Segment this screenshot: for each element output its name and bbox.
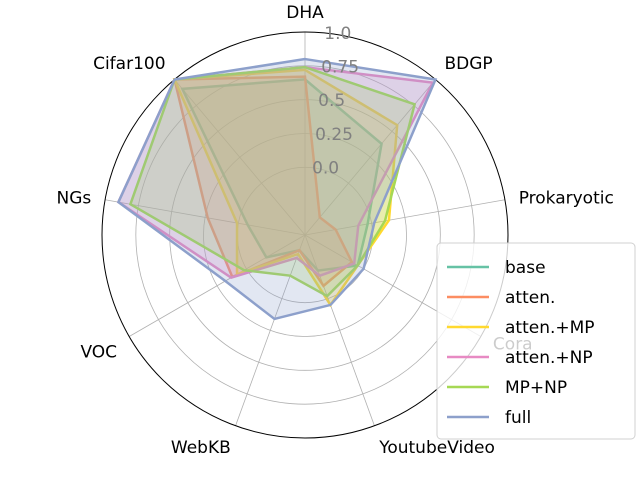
- grid-layer: [101, 31, 509, 439]
- legend-label-0: base: [505, 258, 546, 278]
- series-fill-0: [182, 79, 382, 271]
- axis-label-2: Prokaryotic: [519, 188, 614, 208]
- axis-label-7: NGs: [57, 188, 92, 208]
- radial-tick-label-4: 1.0: [324, 24, 351, 44]
- series-fill-1: [174, 76, 352, 286]
- series-fill-2: [174, 69, 398, 305]
- series-line-0: [180, 78, 383, 272]
- spoke-8: [174, 79, 306, 236]
- series-fill-3: [118, 67, 433, 278]
- spoke-7: [105, 199, 306, 236]
- axis-label-6: VOC: [80, 343, 117, 363]
- axis-label-4: YoutubeVideo: [378, 438, 495, 458]
- legend-frame: [436, 242, 636, 440]
- series-fill-4: [130, 67, 415, 297]
- axis-label-8: Cifar100: [93, 54, 165, 74]
- legend-label-2: atten.+MP: [505, 318, 595, 338]
- spoke-4: [304, 234, 375, 426]
- radial-tick-label-1: 0.25: [315, 125, 353, 145]
- series-line-2: [172, 68, 399, 308]
- label-layer: DHABDGPProkaryoticCoraYoutubeVideoWebKBV…: [57, 3, 614, 458]
- radial-tick-label-2: 0.5: [318, 91, 345, 111]
- legend-label-5: full: [505, 408, 531, 428]
- legend: base atten. atten.+MP atten.+NP MP+NP full: [436, 242, 636, 440]
- legend-label-1: atten.: [505, 288, 555, 308]
- series-line-5: [116, 57, 438, 321]
- series-fill-5: [118, 59, 436, 319]
- spoke-6: [128, 234, 306, 337]
- legend-label-3: atten.+NP: [505, 348, 593, 368]
- spoke-2: [304, 199, 505, 236]
- outer-frame: [101, 31, 509, 439]
- legend-label-4: MP+NP: [505, 378, 567, 398]
- axis-label-1: BDGP: [444, 54, 492, 74]
- radial-tick-label-0: 0.0: [312, 159, 339, 179]
- series-layer: [116, 57, 438, 321]
- axis-label-5: WebKB: [171, 438, 231, 458]
- radial-tick-label-3: 0.75: [321, 58, 359, 78]
- axis-label-0: DHA: [286, 3, 324, 23]
- spoke-5: [235, 234, 306, 426]
